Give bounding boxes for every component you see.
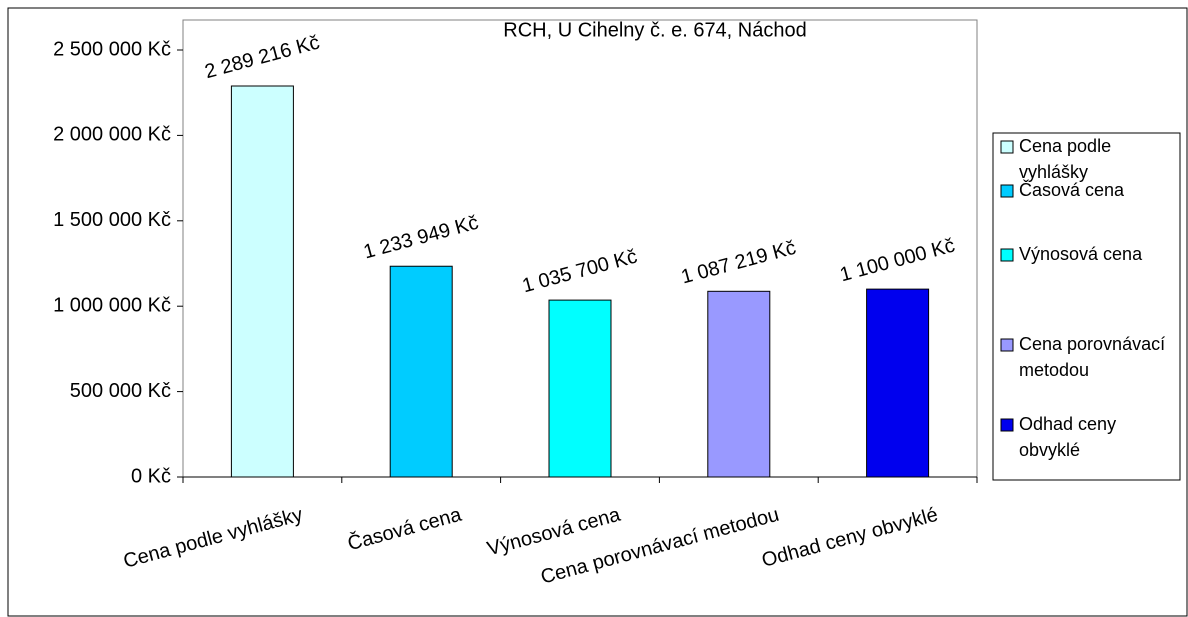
bar	[230, 85, 294, 478]
legend-swatch	[1000, 248, 1014, 262]
y-tick-label: 1 000 000 Kč	[53, 294, 171, 316]
y-tick-label: 2 500 000 Kč	[53, 38, 171, 60]
bar	[707, 290, 771, 478]
y-tick-label: 1 500 000 Kč	[53, 209, 171, 231]
bar	[389, 265, 453, 478]
y-tick-label: 500 000 Kč	[70, 380, 171, 402]
chart-title: RCH, U Cihelny č. e. 674, Náchod	[503, 19, 806, 41]
legend-item: Cena porovnávací metodou	[1019, 334, 1166, 380]
legend-item: Výnosová cena	[1019, 244, 1143, 264]
bar	[548, 299, 612, 478]
legend-swatch	[1000, 140, 1014, 154]
legend-label: Cena porovnávací metodou	[1019, 334, 1166, 380]
legend-swatch	[1000, 418, 1014, 432]
legend-label: Cena podle vyhlášky	[1019, 136, 1112, 182]
legend-swatch	[1000, 184, 1014, 198]
legend-label: Výnosová cena	[1019, 244, 1143, 264]
bar	[866, 288, 930, 478]
legend-item: Časová cena	[1019, 180, 1125, 200]
legend-label: Odhad ceny obvyklé	[1019, 414, 1117, 460]
y-tick-label: 0 Kč	[131, 465, 171, 487]
legend-box	[992, 132, 1181, 481]
legend-swatch	[1000, 338, 1014, 352]
legend-label: Časová cena	[1019, 180, 1125, 200]
legend-item: Odhad ceny obvyklé	[1019, 414, 1117, 460]
y-tick-label: 2 000 000 Kč	[53, 124, 171, 146]
legend-item: Cena podle vyhlášky	[1019, 136, 1112, 182]
